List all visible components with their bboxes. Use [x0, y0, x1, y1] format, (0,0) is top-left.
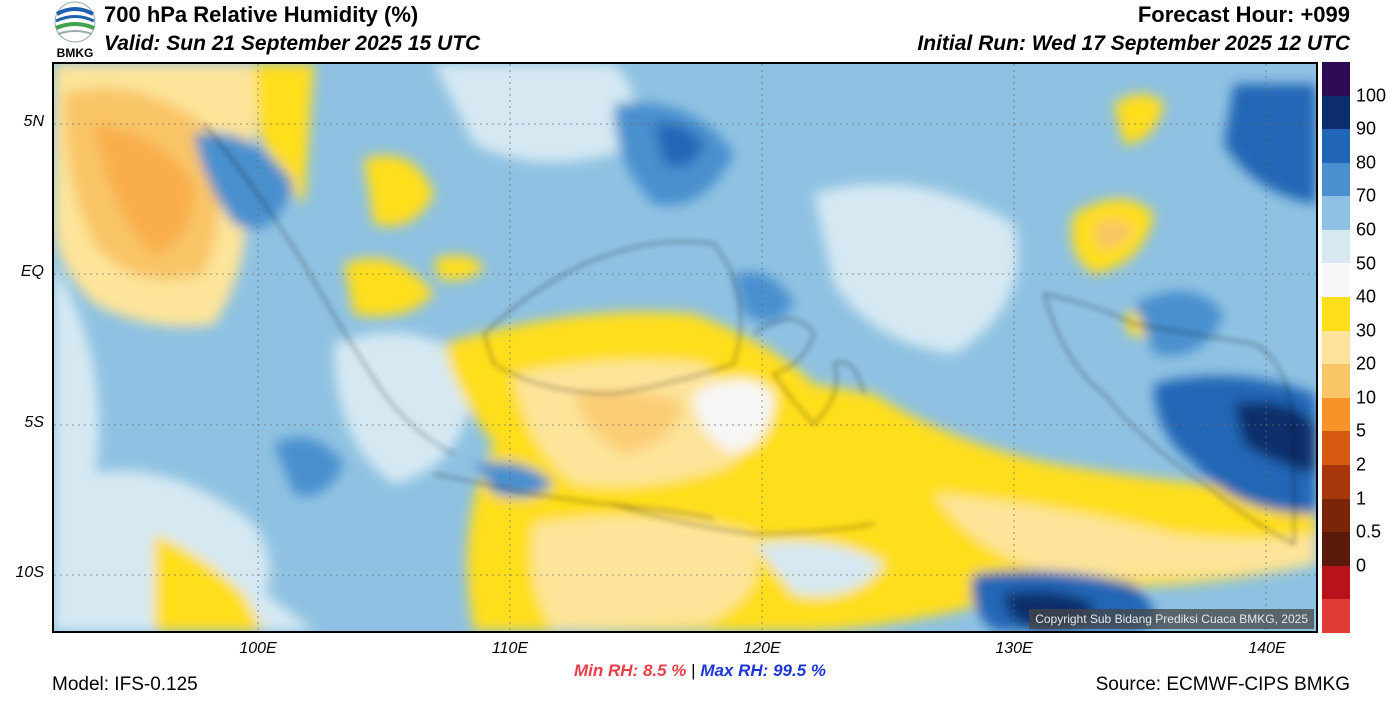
colorbar-label: 50: [1356, 253, 1377, 274]
max-rh-label: Max RH:: [700, 661, 769, 680]
lon-label-100e: 100E: [239, 640, 277, 657]
source-label: Source: ECMWF-CIPS BMKG: [1095, 674, 1350, 695]
colorbar-swatch: [1322, 297, 1350, 331]
min-rh-value: 8.5 %: [642, 661, 687, 680]
gridlines: [54, 64, 1316, 631]
min-rh-label: Min RH:: [573, 661, 639, 680]
colorbar-swatch: [1322, 498, 1350, 533]
lon-label-140e: 140E: [1248, 640, 1286, 657]
humidity-field: [54, 64, 1316, 631]
coastlines: [203, 123, 1295, 545]
colorbar-swatch: [1322, 532, 1350, 566]
max-rh-value: 99.5 %: [773, 661, 826, 680]
colorbar-swatch: [1322, 196, 1350, 230]
valid-time: Valid: Sun 21 September 2025 15 UTC: [104, 32, 481, 55]
lon-label-120e: 120E: [743, 640, 781, 657]
colorbar-label: 70: [1356, 185, 1377, 206]
colorbar-swatch: [1322, 229, 1350, 264]
colorbar-swatch: [1322, 364, 1350, 398]
colorbar-swatch: [1322, 565, 1350, 600]
humidity-map: Copyright Sub Bidang Prediksi Cuaca BMKG…: [52, 62, 1318, 633]
colorbar-swatch: [1322, 464, 1350, 499]
colorbar-swatch: [1322, 330, 1350, 365]
copyright-note: Copyright Sub Bidang Prediksi Cuaca BMKG…: [1029, 609, 1314, 629]
rh-extremes: Min RH: 8.5 % | Max RH: 99.5 %: [0, 661, 1400, 681]
colorbar-label: 100: [1356, 85, 1387, 106]
colorbar-label: 5: [1356, 420, 1367, 441]
colorbar-swatch: [1322, 397, 1350, 432]
lon-label-110e: 110E: [491, 640, 529, 657]
colorbar-swatch: [1322, 431, 1350, 465]
colorbar-label: 20: [1356, 353, 1377, 374]
lat-label-5n: 5N: [23, 113, 44, 130]
colorbar-label: 2: [1356, 454, 1367, 475]
lon-label-130e: 130E: [995, 640, 1033, 657]
colorbar-label: 0: [1356, 555, 1367, 576]
forecast-hour: Forecast Hour: +099: [1137, 2, 1350, 27]
lat-label-10s: 10S: [15, 564, 44, 581]
lat-label-5s: 5S: [24, 414, 44, 431]
svg-text:BMKG: BMKG: [57, 46, 94, 60]
colorbar-swatch: [1322, 95, 1350, 130]
stats-separator: |: [691, 661, 696, 680]
lat-label-eq: EQ: [20, 263, 44, 280]
colorbar: [1322, 62, 1350, 633]
colorbar-label: 60: [1356, 219, 1377, 240]
colorbar-swatch: [1322, 129, 1350, 163]
colorbar-swatch: [1322, 162, 1350, 197]
colorbar-label: 1: [1356, 488, 1367, 509]
model-label: Model: IFS-0.125: [52, 674, 198, 695]
colorbar-label: 10: [1356, 387, 1377, 408]
bmkg-logo: BMKG: [52, 0, 98, 60]
colorbar-swatch: [1322, 599, 1350, 633]
colorbar-swatch: [1322, 62, 1350, 96]
colorbar-label: 40: [1356, 286, 1377, 307]
colorbar-label: 90: [1356, 118, 1377, 139]
initial-run: Initial Run: Wed 17 September 2025 12 UT…: [917, 32, 1350, 55]
colorbar-label: 0.5: [1356, 521, 1382, 542]
colorbar-label: 80: [1356, 152, 1377, 173]
colorbar-swatch: [1322, 263, 1350, 298]
colorbar-label: 30: [1356, 320, 1377, 341]
chart-title: 700 hPa Relative Humidity (%): [104, 2, 419, 27]
